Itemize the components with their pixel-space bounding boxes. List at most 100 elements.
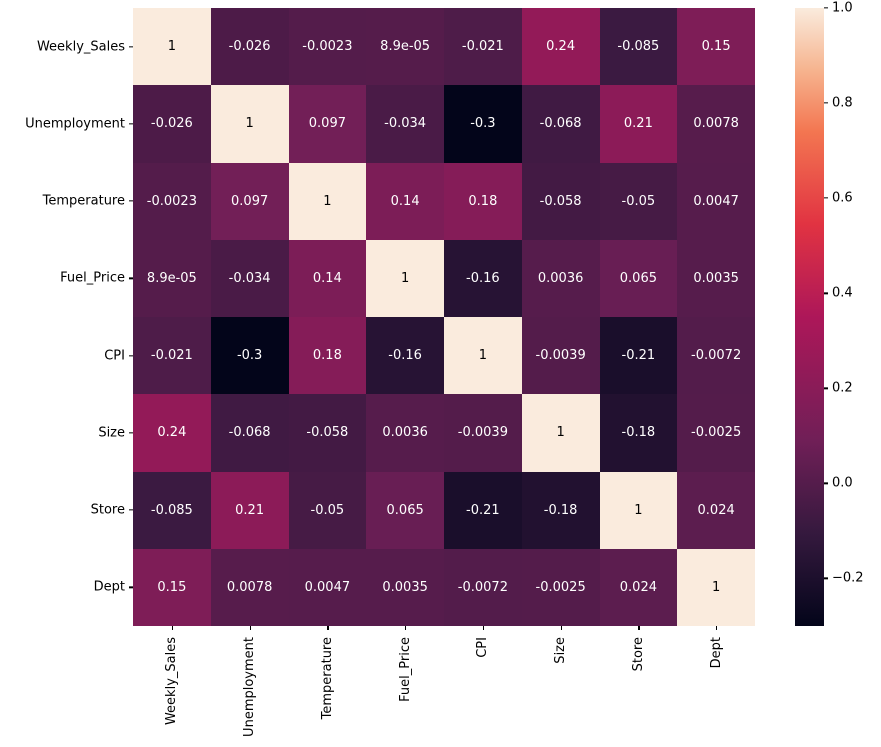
heatmap-cell: -0.0039 xyxy=(521,317,600,395)
heatmap-cell: -0.05 xyxy=(288,471,367,549)
heatmap-cell: -0.21 xyxy=(599,317,678,395)
heatmap-cell: -0.18 xyxy=(599,394,678,472)
y-tick-label: Dept xyxy=(93,579,125,595)
heatmap-cell: 0.0047 xyxy=(677,162,755,240)
colorbar-tick-mark xyxy=(824,482,828,485)
heatmap-cell: 0.15 xyxy=(677,8,755,86)
heatmap-cell: -0.026 xyxy=(210,8,289,86)
heatmap-cell: -0.16 xyxy=(366,317,444,395)
x-tick-mark xyxy=(171,626,174,630)
heatmap-cell: 0.097 xyxy=(210,162,289,240)
y-tick-label: Size xyxy=(98,425,125,441)
heatmap-cell: 0.024 xyxy=(677,471,755,549)
colorbar-tick-mark xyxy=(824,387,828,389)
x-tick-mark xyxy=(716,626,718,630)
x-tick-label: Temperature xyxy=(319,637,335,720)
heatmap-cell: -0.0023 xyxy=(133,162,211,240)
heatmap-cell: -0.068 xyxy=(210,394,289,472)
heatmap-cell: -0.05 xyxy=(599,162,678,240)
heatmap-cell: -0.058 xyxy=(521,162,600,240)
y-tick-label: Fuel_Price xyxy=(60,270,125,286)
heatmap-cell: 0.21 xyxy=(210,471,289,549)
heatmap-cell: 0.21 xyxy=(599,85,678,163)
colorbar-tick-label: 0.2 xyxy=(832,380,853,396)
heatmap-cell: -0.068 xyxy=(521,85,600,163)
colorbar-tick-label: 0.8 xyxy=(832,95,853,111)
y-tick-label: CPI xyxy=(104,348,125,364)
heatmap-cell: 0.0036 xyxy=(366,394,444,472)
heatmap-cell: 1 xyxy=(366,239,444,317)
x-tick-mark xyxy=(249,626,251,630)
heatmap-cell: 0.024 xyxy=(599,548,678,626)
heatmap-cell: 0.18 xyxy=(288,317,367,395)
x-tick-mark xyxy=(405,626,407,630)
heatmap-cell: -0.021 xyxy=(133,317,211,395)
heatmap-cell: -0.034 xyxy=(366,85,444,163)
heatmap-cell: 0.0078 xyxy=(677,85,755,163)
heatmap-cell: 0.24 xyxy=(133,394,211,472)
heatmap-cell: -0.16 xyxy=(444,239,522,317)
x-tick-label: CPI xyxy=(475,637,491,658)
heatmap-cell: 0.065 xyxy=(366,471,444,549)
y-tick-label: Temperature xyxy=(42,193,125,209)
heatmap-cell: -0.21 xyxy=(444,471,522,549)
heatmap-cell: -0.3 xyxy=(444,85,522,163)
heatmap-cell: -0.0039 xyxy=(444,394,522,472)
heatmap-cell: 0.0047 xyxy=(288,548,367,626)
heatmap-cell: 0.24 xyxy=(521,8,600,86)
heatmap-cell: 0.14 xyxy=(288,239,367,317)
heatmap-cell: -0.034 xyxy=(210,239,289,317)
x-tick-label: Unemployment xyxy=(242,637,258,737)
heatmap-cell: 0.15 xyxy=(133,548,211,626)
heatmap-cell: -0.021 xyxy=(444,8,522,86)
colorbar-tick-label: 0.4 xyxy=(832,285,853,301)
y-tick-label: Store xyxy=(90,502,125,518)
heatmap-cell: 1 xyxy=(599,471,678,549)
heatmap-cell: 1 xyxy=(288,162,367,240)
heatmap-cell: -0.0025 xyxy=(677,394,755,472)
heatmap-cell: 1 xyxy=(521,394,600,472)
heatmap-cell: 0.0078 xyxy=(210,548,289,626)
x-tick-label: Size xyxy=(553,637,569,664)
colorbar-gradient xyxy=(795,8,824,626)
heatmap-cell: -0.0023 xyxy=(288,8,367,86)
x-tick-label: Dept xyxy=(708,637,724,669)
heatmap-cell: 1 xyxy=(444,317,522,395)
heatmap-cell: -0.0072 xyxy=(677,317,755,395)
heatmap-cell: -0.085 xyxy=(133,471,211,549)
y-tick-label: Unemployment xyxy=(25,116,125,132)
heatmap-cell: -0.058 xyxy=(288,394,367,472)
colorbar-tick-mark xyxy=(824,102,828,104)
heatmap-cell: 1 xyxy=(133,8,211,86)
colorbar-tick-label: 0.0 xyxy=(832,475,853,491)
x-tick-mark xyxy=(482,626,485,630)
heatmap-cell: -0.0072 xyxy=(444,548,522,626)
colorbar-tick-label: 1.0 xyxy=(832,0,853,16)
heatmap-cell: 1 xyxy=(677,548,755,626)
heatmap-cell: -0.026 xyxy=(133,85,211,163)
heatmap-cell: 8.9e-05 xyxy=(133,239,211,317)
x-tick-mark xyxy=(327,626,329,630)
x-tick-mark xyxy=(638,626,640,630)
heatmap-cell: 0.14 xyxy=(366,162,444,240)
heatmap-cell: 8.9e-05 xyxy=(366,8,444,86)
colorbar-tick-mark xyxy=(824,292,828,294)
colorbar-tick-label: −0.2 xyxy=(832,570,864,586)
y-tick-label: Weekly_Sales xyxy=(36,39,125,55)
heatmap-cell: 1 xyxy=(210,85,289,163)
heatmap-cell: -0.0025 xyxy=(521,548,600,626)
heatmap-cell: 0.0035 xyxy=(677,239,755,317)
colorbar-tick-mark xyxy=(824,7,828,9)
heatmap-cell: -0.085 xyxy=(599,8,678,86)
x-tick-label: Store xyxy=(630,637,646,672)
heatmap-cell: -0.18 xyxy=(521,471,600,549)
colorbar-tick-mark xyxy=(824,577,828,580)
x-tick-label: Weekly_Sales xyxy=(164,637,180,726)
heatmap-cell: 0.18 xyxy=(444,162,522,240)
heatmap-cell: 0.0035 xyxy=(366,548,444,626)
colorbar-tick-mark xyxy=(824,197,828,199)
heatmap-cell: 0.097 xyxy=(288,85,367,163)
heatmap-cell: -0.3 xyxy=(210,317,289,395)
colorbar-tick-label: 0.6 xyxy=(832,190,853,206)
